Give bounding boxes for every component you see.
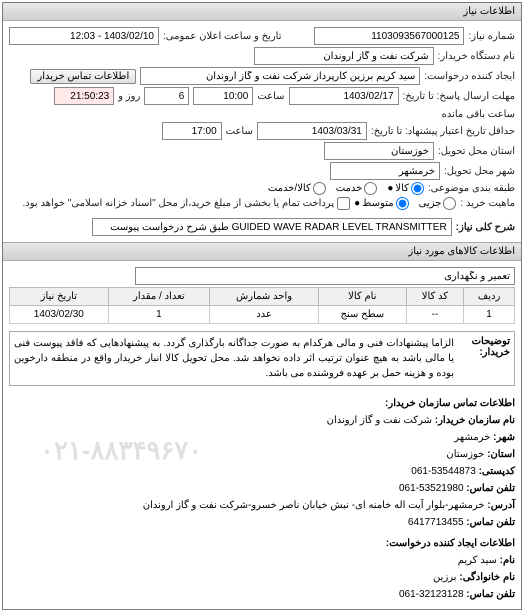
contact-address-label: آدرس: (487, 500, 515, 511)
request-no-label: شماره نیاز: (468, 31, 515, 42)
table-cell: 1403/02/30 (10, 306, 109, 324)
creator-phone-label: تلفن تماس: (466, 589, 515, 600)
service-radio[interactable]: خدمت (336, 182, 378, 195)
note-text: الزاما پیشنهادات فنی و مالی هرکدام به صو… (14, 336, 454, 381)
creator-family-label: نام خانوادگی: (459, 572, 515, 583)
contact-org: شرکت نفت و گاز اروندان (327, 415, 432, 426)
table-header: تاریخ نیاز (10, 288, 109, 306)
category-select[interactable] (135, 267, 515, 285)
contact-postal: 53544873-061 (411, 466, 476, 477)
contact-buyer-button[interactable]: اطلاعات تماس خریدار (30, 69, 136, 84)
table-header: ردیف (464, 288, 515, 306)
hour-label-1: ساعت (257, 91, 284, 102)
goods-radio[interactable]: کالا ● (387, 182, 424, 195)
contact-org-label: نام سازمان خریدار: (435, 415, 515, 426)
deadline-label: مهلت ارسال پاسخ: تا تاریخ: (403, 91, 515, 102)
announce-label: تاریخ و ساعت اعلان عمومی: (163, 31, 282, 42)
province-label: استان محل تحویل: (438, 146, 515, 157)
deadline-date-input[interactable] (289, 87, 399, 105)
contact-section: اطلاعات تماس سازمان خریدار: نام سازمان خ… (3, 389, 521, 609)
table-header: کد کالا (406, 288, 464, 306)
table-row[interactable]: 1--سطح سنجعدد11403/02/30 (10, 306, 515, 324)
contact-phone: 53521980-061 (399, 483, 464, 494)
table-cell: سطح سنج (319, 306, 407, 324)
days-label: روز و (118, 91, 140, 102)
creator-label: ایجاد کننده درخواست: (424, 71, 515, 82)
table-header: تعداد / مقدار (108, 288, 209, 306)
goods-service-radio[interactable]: کالا/خدمت (268, 182, 326, 195)
deadline-hour-input[interactable] (193, 87, 253, 105)
creator-phone: 32123128-061 (399, 589, 464, 600)
remain-label: ساعت باقی مانده (442, 109, 515, 120)
table-cell: -- (406, 306, 464, 324)
table-header: نام کالا (319, 288, 407, 306)
credit-hour-input[interactable] (162, 122, 222, 140)
buyer-org-input[interactable] (254, 47, 434, 65)
announce-input[interactable] (9, 27, 159, 45)
contact-fax: 6417713455 (408, 517, 464, 528)
hour-label-2: ساعت (226, 126, 253, 137)
nature-partial-radio[interactable]: جزیی (419, 197, 457, 210)
payment-group-label: طبقه بندی موضوعی: (428, 183, 515, 194)
nature-medium-radio[interactable]: متوسط ● (354, 197, 408, 210)
contact-city: خرمشهر (454, 432, 490, 443)
contact-province: خوزستان (446, 449, 484, 460)
creator-input[interactable] (140, 67, 420, 85)
items-table: ردیفکد کالانام کالاواحد شمارشتعداد / مقد… (9, 287, 515, 324)
main-desc-label: شرح کلی نیاز: (456, 222, 515, 233)
table-cell: 1 (108, 306, 209, 324)
city-label: شهر محل تحویل: (444, 166, 515, 177)
contact-title: اطلاعات تماس سازمان خریدار: (385, 398, 515, 409)
buyer-note-box: توضیحات خریدار: الزاما پیشنهادات فنی و م… (9, 331, 515, 386)
province-input[interactable] (324, 142, 434, 160)
treasury-checkbox[interactable]: پرداخت تمام یا بخشی از مبلغ خرید،از محل … (23, 197, 351, 210)
contact-fax-label: تلفن تماس: (466, 517, 515, 528)
credit-date-input[interactable] (257, 122, 367, 140)
buyer-org-label: نام دستگاه خریدار: (438, 51, 515, 62)
table-header: واحد شمارش (210, 288, 319, 306)
creator-title: اطلاعات ایجاد کننده درخواست: (386, 538, 515, 549)
creator-family: برزین (433, 572, 457, 583)
contact-phone-label: تلفن تماس: (466, 483, 515, 494)
contact-province-label: استان: (487, 449, 515, 460)
remain-time-input (54, 87, 114, 105)
credit-deadline-label: حداقل تاریخ اعتبار پیشنهاد: تا تاریخ: (371, 126, 515, 137)
table-cell: 1 (464, 306, 515, 324)
main-desc-input[interactable] (92, 218, 452, 236)
contact-address: خرمشهر-بلوار آیت اله خامنه ای- نبش خیابا… (143, 500, 485, 511)
creator-name: سید کریم (458, 555, 497, 566)
contact-city-label: شهر: (493, 432, 515, 443)
days-input[interactable] (144, 87, 189, 105)
panel-title: اطلاعات نیاز (3, 3, 521, 21)
city-input[interactable] (330, 162, 440, 180)
purchase-nature-label: ماهیت خرید : (460, 198, 515, 209)
creator-name-label: نام: (500, 555, 515, 566)
table-cell: عدد (210, 306, 319, 324)
contact-postal-label: کدپستی: (479, 466, 515, 477)
items-section-title: اطلاعات کالاهای مورد نیاز (3, 242, 521, 261)
request-no-input[interactable] (314, 27, 464, 45)
note-label: توضیحات خریدار: (460, 336, 510, 381)
